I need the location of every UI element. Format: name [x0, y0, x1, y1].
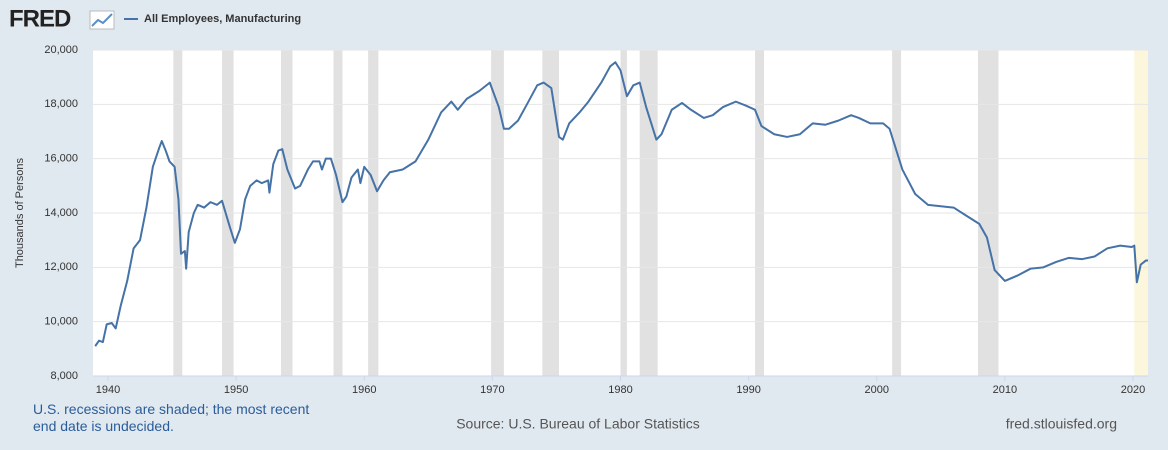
- y-tick-label: 8,000: [50, 370, 78, 382]
- x-tick-label: 1950: [224, 384, 248, 396]
- x-tick-label: 2010: [993, 384, 1017, 396]
- y-tick-label: 10,000: [44, 316, 78, 328]
- logo: FRED: [9, 5, 71, 32]
- logo-icon: [89, 10, 115, 30]
- data-line: [94, 61, 1148, 347]
- x-tick-label: 1980: [608, 384, 632, 396]
- x-tick-label: 1960: [352, 384, 376, 396]
- site: fred.stlouisfed.org: [1006, 416, 1117, 432]
- y-tick-label: 20,000: [44, 44, 78, 56]
- recession-note: U.S. recessions are shaded; the most rec…: [33, 401, 310, 434]
- y-axis-label: Thousands of Persons: [14, 157, 26, 268]
- x-tick-label: 2020: [1121, 384, 1145, 396]
- x-tick-label: 1990: [736, 384, 760, 396]
- source: Source: U.S. Bureau of Labor Statistics: [456, 416, 700, 432]
- x-tick-label: 1970: [480, 384, 504, 396]
- y-tick-label: 12,000: [44, 261, 78, 273]
- x-tick-label: 1940: [96, 384, 120, 396]
- y-tick-label: 14,000: [44, 207, 78, 219]
- legend-label: All Employees, Manufacturing: [144, 13, 301, 25]
- x-tick-label: 2000: [865, 384, 889, 396]
- y-tick-label: 18,000: [44, 98, 78, 110]
- y-tick-label: 16,000: [44, 153, 78, 165]
